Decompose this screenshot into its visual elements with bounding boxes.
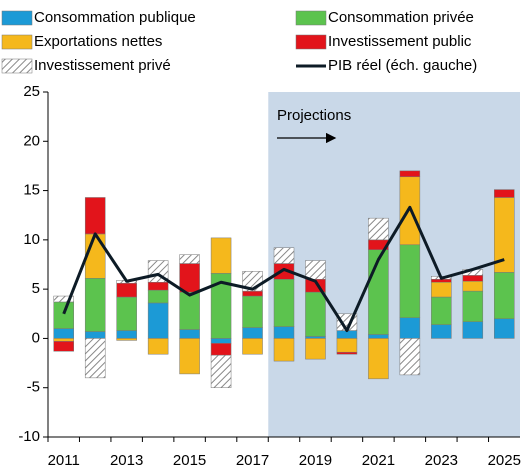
- bar-segment: [210, 338, 232, 344]
- bar-segment: [462, 290, 484, 322]
- bar-segment: [210, 354, 232, 388]
- bar-segment: [116, 282, 137, 298]
- legend-swatch: [1, 58, 33, 74]
- bar-segment: [494, 318, 515, 339]
- bar-segment: [368, 338, 389, 380]
- bar-segment: [399, 170, 421, 178]
- x-tick-label: 2017: [236, 452, 269, 469]
- y-tick-label: 15: [23, 182, 40, 199]
- x-tick-label: 2011: [48, 452, 80, 469]
- gdp-line: [62, 205, 505, 333]
- y-tick-label: 0: [32, 329, 40, 346]
- x-tick-label: 2025: [488, 452, 521, 469]
- bar-segment: [273, 326, 295, 339]
- bar-segment: [84, 197, 106, 235]
- bar-segment: [399, 338, 421, 376]
- bar-segment: [84, 331, 106, 339]
- bar-segment: [273, 247, 295, 264]
- bar-segment: [368, 334, 389, 339]
- bar-segment: [210, 343, 232, 356]
- y-tick-label: 25: [23, 83, 40, 100]
- bar-segment: [53, 295, 74, 303]
- bar-segment: [242, 338, 263, 355]
- bar-segment: [431, 324, 452, 339]
- legend-label: PIB réel (éch. gauche): [328, 57, 477, 74]
- bar-segment: [399, 244, 421, 318]
- bar-segment: [116, 338, 137, 341]
- bar-segment: [84, 338, 106, 379]
- bar-segment: [116, 330, 137, 339]
- bar-segment: [242, 295, 263, 328]
- y-tick-label: -10: [18, 428, 40, 445]
- bar-segment: [336, 338, 358, 353]
- bar-segment: [273, 338, 295, 362]
- bar-segment: [431, 296, 452, 325]
- bar-segment: [462, 321, 484, 339]
- legend-label: Exportations nettes: [34, 33, 162, 50]
- y-tick-label: -5: [27, 379, 40, 396]
- annotation: Projections: [277, 107, 351, 124]
- bar-segment: [53, 301, 74, 329]
- bar-segment: [494, 189, 515, 198]
- bar-segment: [462, 275, 484, 282]
- legend-swatch: [295, 10, 327, 26]
- bar-segment: [242, 290, 263, 297]
- bar-segment: [305, 291, 326, 337]
- bar-segment: [179, 263, 200, 293]
- y-tick-label: 5: [32, 280, 40, 297]
- bar-segment: [399, 317, 421, 339]
- bar-segment: [210, 237, 232, 274]
- x-tick-label: 2013: [110, 452, 143, 469]
- bar-segment: [84, 278, 106, 332]
- legend-label: Consommation publique: [34, 9, 196, 26]
- bar-segment: [147, 302, 169, 339]
- x-tick-label: 2019: [299, 452, 332, 469]
- bar-segment: [179, 254, 200, 264]
- legend-swatch: [1, 34, 33, 50]
- bar-segment: [53, 328, 74, 339]
- bar-segment: [53, 341, 74, 352]
- bar-segment: [179, 329, 200, 339]
- bar-segment: [179, 291, 200, 330]
- bar-segment: [147, 281, 169, 291]
- bar-segment: [53, 338, 74, 342]
- bar-segment: [305, 338, 326, 360]
- legend-swatch: [295, 34, 327, 50]
- bar-segment: [462, 281, 484, 292]
- y-tick-label: 10: [23, 231, 40, 248]
- bar-segment: [242, 327, 263, 339]
- y-tick-label: 20: [23, 132, 40, 149]
- bar-segment: [494, 272, 515, 319]
- legend-label: Investissement public: [328, 33, 472, 50]
- bar-segment: [336, 351, 358, 355]
- x-tick-label: 2015: [173, 452, 206, 469]
- bar-segment: [179, 338, 200, 375]
- bar-segment: [147, 338, 169, 355]
- legend-label: Investissement privé: [34, 57, 171, 74]
- x-tick-label: 2021: [362, 452, 395, 469]
- bar-segment: [116, 296, 137, 331]
- bar-segment: [368, 217, 389, 241]
- bar-segment: [305, 260, 326, 280]
- legend-label: Consommation privée: [328, 9, 474, 26]
- bar-segment: [305, 336, 326, 339]
- legend-swatch: [1, 10, 33, 26]
- bar-segment: [147, 289, 169, 304]
- bar-segment: [273, 279, 295, 327]
- x-tick-label: 2023: [425, 452, 458, 469]
- bar-segment: [431, 281, 452, 298]
- bar-segment: [84, 233, 106, 279]
